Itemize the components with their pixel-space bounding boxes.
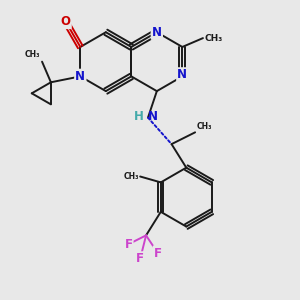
Text: CH₃: CH₃: [25, 50, 40, 59]
Text: N: N: [147, 110, 158, 123]
Text: CH₃: CH₃: [123, 172, 139, 181]
Text: N: N: [177, 68, 187, 81]
Text: CH₃: CH₃: [204, 34, 223, 43]
Text: F: F: [124, 238, 132, 251]
Text: N: N: [152, 26, 162, 39]
Text: F: F: [154, 247, 162, 260]
Text: N: N: [75, 70, 85, 83]
Text: O: O: [61, 15, 70, 28]
Text: H: H: [134, 110, 144, 123]
Text: CH₃: CH₃: [196, 122, 212, 131]
Text: F: F: [136, 252, 144, 266]
